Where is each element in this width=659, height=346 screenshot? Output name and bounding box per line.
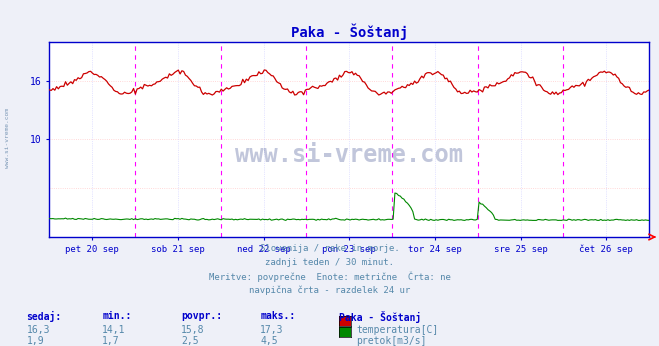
Text: www.si-vreme.com: www.si-vreme.com <box>5 108 11 169</box>
Text: sedaj:: sedaj: <box>26 311 61 322</box>
Text: navpična črta - razdelek 24 ur: navpična črta - razdelek 24 ur <box>249 285 410 295</box>
Text: 1,7: 1,7 <box>102 336 120 346</box>
Text: 2,5: 2,5 <box>181 336 199 346</box>
Text: Paka - Šoštanj: Paka - Šoštanj <box>339 311 422 324</box>
Text: 4,5: 4,5 <box>260 336 278 346</box>
Text: povpr.:: povpr.: <box>181 311 222 321</box>
Text: www.si-vreme.com: www.si-vreme.com <box>235 143 463 167</box>
Text: pretok[m3/s]: pretok[m3/s] <box>357 336 427 346</box>
Text: 15,8: 15,8 <box>181 325 205 335</box>
Text: zadnji teden / 30 minut.: zadnji teden / 30 minut. <box>265 258 394 267</box>
Text: 14,1: 14,1 <box>102 325 126 335</box>
Text: 17,3: 17,3 <box>260 325 284 335</box>
Text: 1,9: 1,9 <box>26 336 44 346</box>
Text: 16,3: 16,3 <box>26 325 50 335</box>
Text: Slovenija / reke in morje.: Slovenija / reke in morje. <box>260 244 399 253</box>
Title: Paka - Šoštanj: Paka - Šoštanj <box>291 24 408 40</box>
Text: temperatura[C]: temperatura[C] <box>357 325 439 335</box>
Text: Meritve: povprečne  Enote: metrične  Črta: ne: Meritve: povprečne Enote: metrične Črta:… <box>208 272 451 282</box>
Text: min.:: min.: <box>102 311 132 321</box>
Text: maks.:: maks.: <box>260 311 295 321</box>
